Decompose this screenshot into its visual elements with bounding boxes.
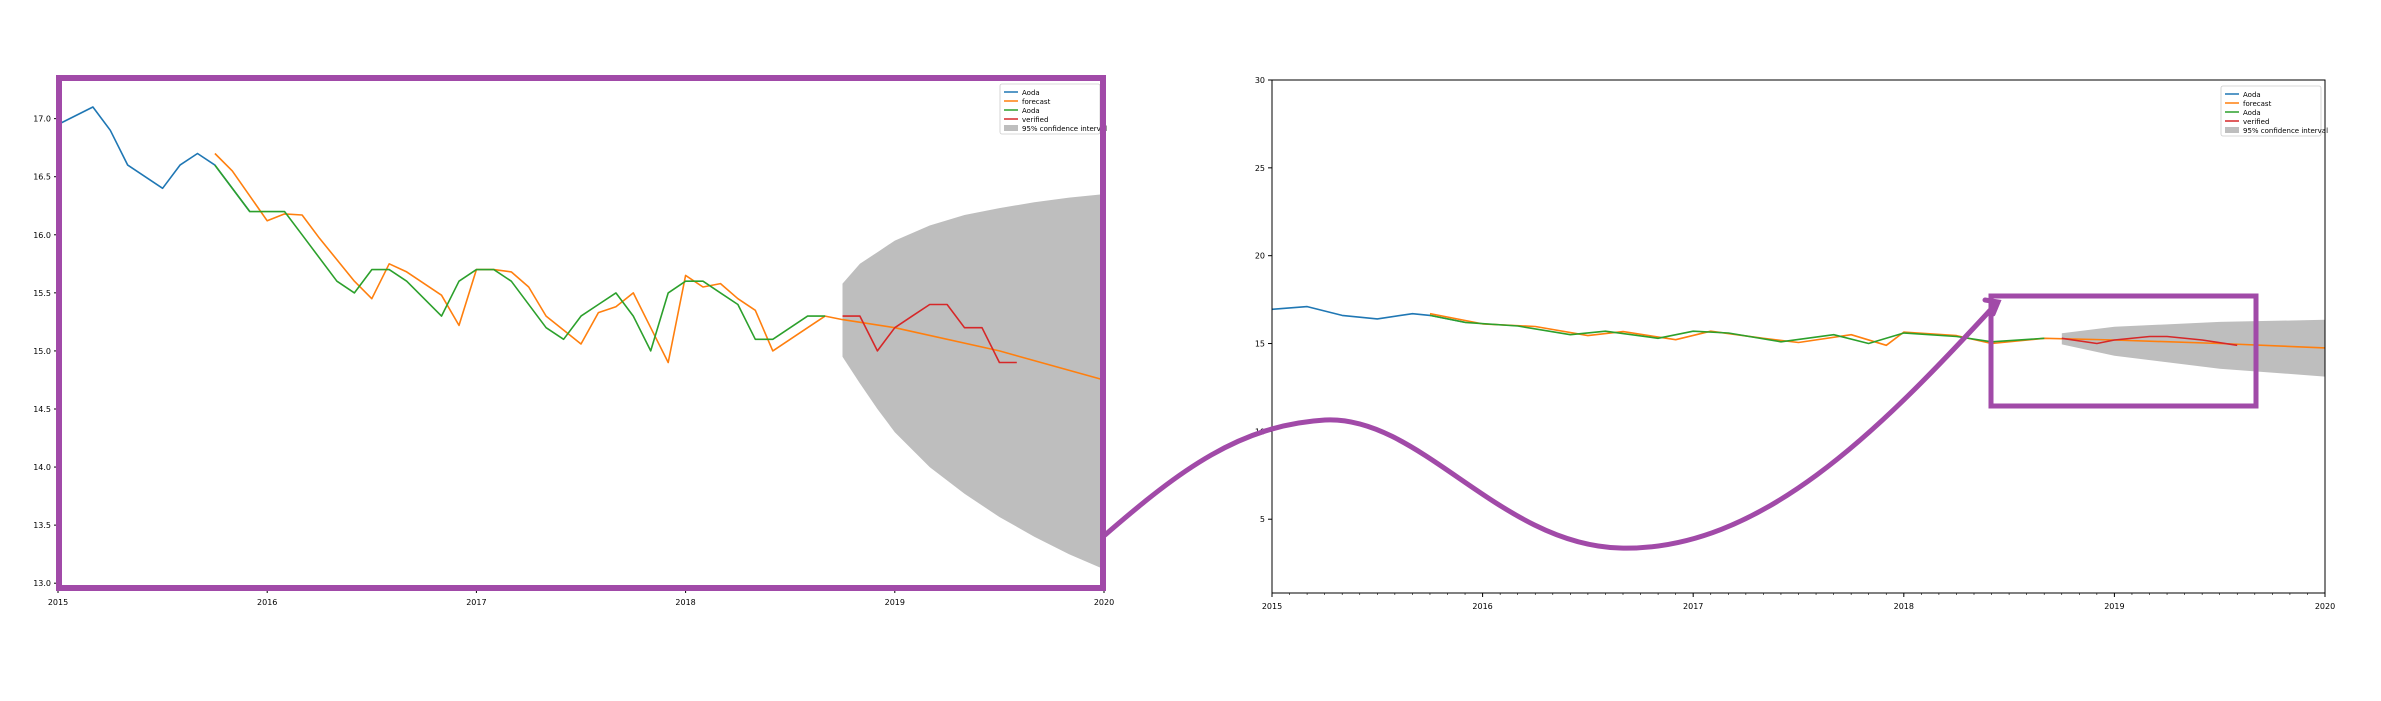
zoom-target-box	[1988, 293, 2259, 409]
y-tick-label: 15	[1255, 340, 1265, 349]
x-tick-label: 2020	[1094, 598, 1114, 607]
x-tick-label: 2015	[48, 598, 68, 607]
series-line-aoda-0	[57, 106, 251, 213]
legend-label: forecast	[2243, 100, 2272, 108]
zoomed-chart: 2015 2016 2017 2018 2019 2020 13.0 13.5 14.0 14.5…	[33, 77, 1114, 607]
x-tick-label: 2017	[466, 598, 486, 607]
x-tick-label: 2019	[2104, 602, 2124, 611]
y-tick-label: 13.5	[33, 521, 51, 530]
x-tick-label: 2020	[2315, 602, 2335, 611]
zoom-annotation	[56, 75, 2259, 591]
y-tick-label: 30	[1255, 76, 1265, 85]
x-tick-label: 2016	[1472, 602, 1492, 611]
y-tick-label: 15.5	[33, 289, 51, 298]
confidence-band	[2061, 319, 2325, 377]
legend-label: Aoda	[2243, 91, 2261, 99]
zoom-source-frame	[56, 75, 1106, 591]
y-tick-label: 17.0	[33, 115, 51, 124]
series-line-verified-3	[842, 303, 1017, 364]
legend-label: Aoda	[2243, 109, 2261, 117]
arrow-head-icon	[1982, 297, 2002, 317]
legend-label: Aoda	[1022, 107, 1040, 115]
legend-label: Aoda	[1022, 89, 1040, 97]
legend-label: forecast	[1022, 98, 1051, 106]
y-tick-label: 16.0	[33, 231, 51, 240]
series-line-verified-3	[2061, 335, 2238, 347]
series-line-aoda-2	[214, 164, 826, 352]
legend-label: verified	[1022, 116, 1048, 124]
confidence-band	[842, 194, 1104, 570]
y-tick-label: 16.5	[33, 173, 51, 182]
y-tick-label: 5	[1260, 515, 1265, 524]
legend-label: 95% confidence interval	[1022, 125, 1107, 133]
full-chart: 2015 2016 2017 2018 2019 202051015202530Aodaf…	[1255, 76, 2335, 611]
legend-label: 95% confidence interval	[2243, 127, 2328, 135]
x-tick-label: 2019	[885, 598, 905, 607]
y-tick-label: 20	[1255, 252, 1265, 261]
y-tick-label: 15.0	[33, 347, 51, 356]
legend-swatch-ci	[1004, 125, 1018, 131]
zoom-connector-curve	[1102, 302, 1998, 551]
x-tick-label: 2016	[257, 598, 277, 607]
y-tick-label: 25	[1255, 164, 1265, 173]
x-tick-label: 2018	[1894, 602, 1914, 611]
legend-swatch-ci	[2225, 127, 2239, 133]
legend-box	[2220, 85, 2322, 137]
x-tick-label: 2017	[1683, 602, 1703, 611]
y-tick-label: 14.0	[33, 463, 51, 472]
y-tick-label: 14.5	[33, 405, 51, 414]
y-tick-label: 13.0	[33, 579, 51, 588]
series-line-forecast-1	[214, 152, 1105, 381]
x-tick-label: 2015	[1262, 602, 1282, 611]
x-tick-label: 2018	[675, 598, 695, 607]
series-line-aoda-2	[1429, 314, 2045, 345]
legend-label: verified	[2243, 118, 2269, 126]
